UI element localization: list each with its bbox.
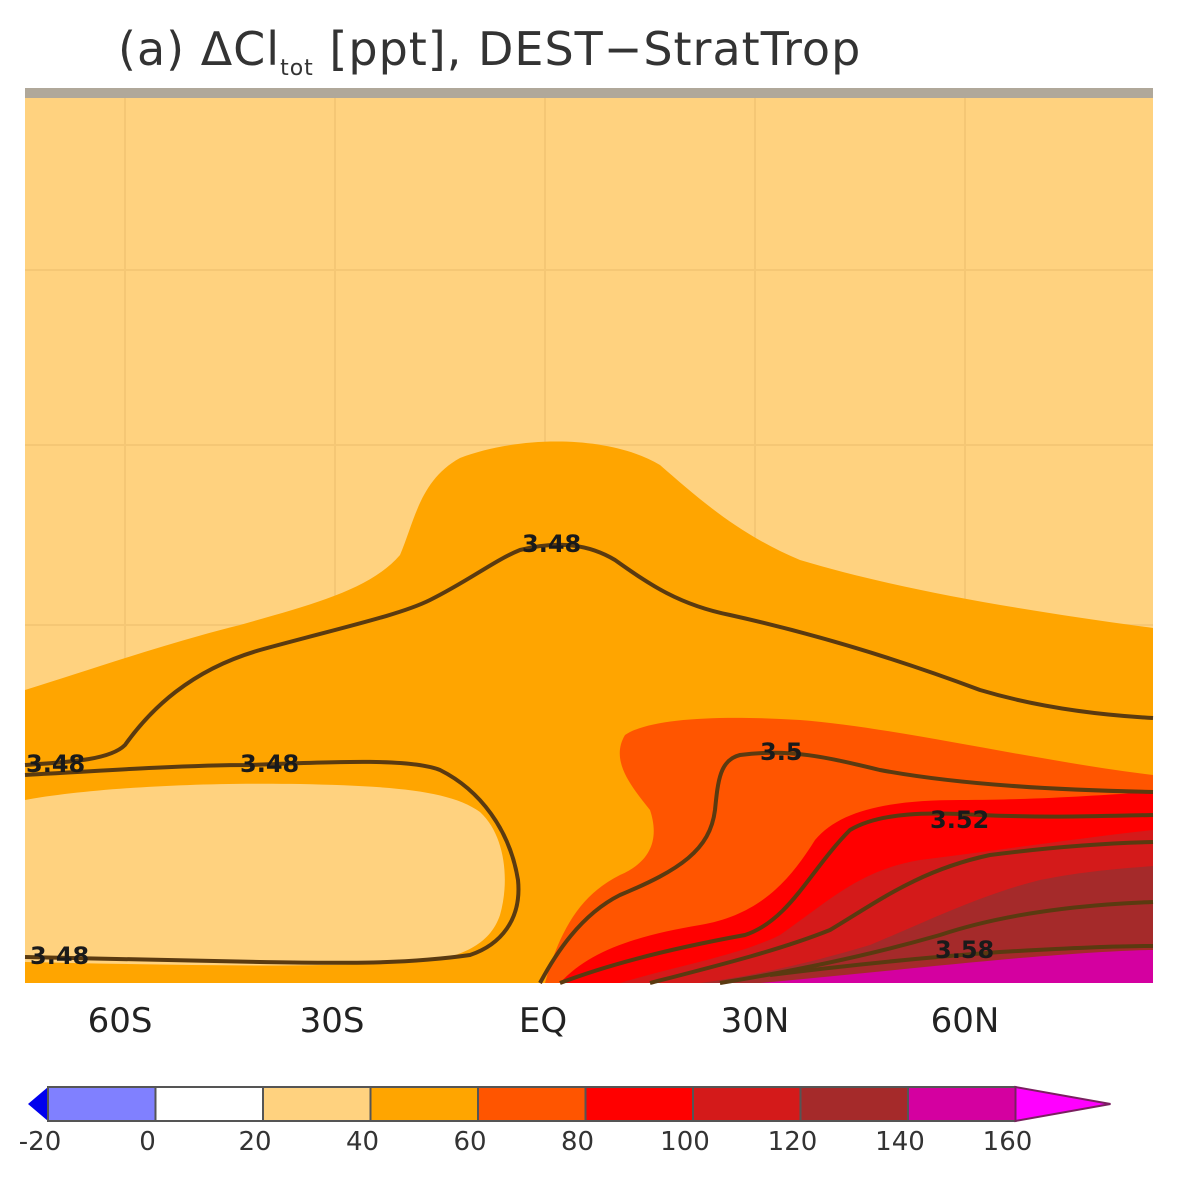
colorbar-segment-7 [692,1086,802,1122]
x-tick-label-3: EQ [519,1001,567,1041]
colorbar-segment-6 [584,1086,694,1122]
contour-label-6: 3.52 [930,806,989,834]
title-suffix: [ppt], DEST−StratTrop [313,22,862,76]
colorbar-label-5: 60 [453,1127,486,1157]
contour-label-7: 3.58 [935,936,994,964]
region-140-160 [760,950,1153,983]
colorbar-segment-3 [262,1086,372,1122]
colorbar-label-6: 80 [561,1127,594,1157]
colorbar-label-9: 140 [875,1127,925,1157]
colorbar-segment-1 [47,1086,157,1122]
contour-lines [24,542,1154,985]
colorbar-extend-high [1014,1085,1111,1123]
region-120-140 [700,866,1153,983]
colorbar-segment-9 [907,1086,1017,1122]
chart-title: (a) ΔCltot [ppt], DEST−StratTrop [118,22,861,81]
x-tick-label-1: 60S [88,1001,153,1041]
contour-label-1: 3.48 [522,530,581,558]
contour-line-1 [24,542,1154,767]
x-axis-ticks: 60S 30S EQ 30N 60N [88,1001,1000,1041]
colorbar-label-10: 160 [983,1127,1033,1157]
contour-line-3 [538,750,1154,984]
colorbar-label-7: 100 [660,1127,710,1157]
contour-label-2: 3.48 [240,750,299,778]
x-tick-label-2: 30S [300,1001,365,1041]
colorbar-segment-8 [799,1086,909,1122]
contour-label-3: 3.48 [26,750,85,778]
colorbar-label-4: 40 [346,1127,379,1157]
title-subscript: tot [280,56,314,82]
colorbar-extend-low [28,1087,48,1121]
title-prefix: (a) ΔCl [118,22,281,76]
colorbar-label-8: 120 [768,1127,818,1157]
colorbar: -20 0 20 40 60 80 100 120 140 160 [19,1085,1111,1157]
colorbar-segment-5 [477,1086,587,1122]
x-tick-label-4: 30N [721,1001,790,1041]
contour-line-7 [769,944,1154,977]
colorbar-label-2: 0 [139,1127,156,1157]
contour-label-4: 3.48 [30,942,89,970]
contour-line-4 [559,811,1154,985]
colorbar-segment-2 [154,1086,264,1122]
contour-line-2 [24,759,521,965]
region-20-40-pocket [25,783,505,966]
colorbar-label-1: -20 [19,1127,61,1157]
contour-line-5 [649,840,1154,985]
contour-label-5: 3.5 [760,738,803,766]
x-tick-label-5: 60N [931,1001,1000,1041]
colorbar-segment-4 [369,1086,479,1122]
plot-top-band [25,88,1153,98]
colorbar-label-3: 20 [238,1127,271,1157]
